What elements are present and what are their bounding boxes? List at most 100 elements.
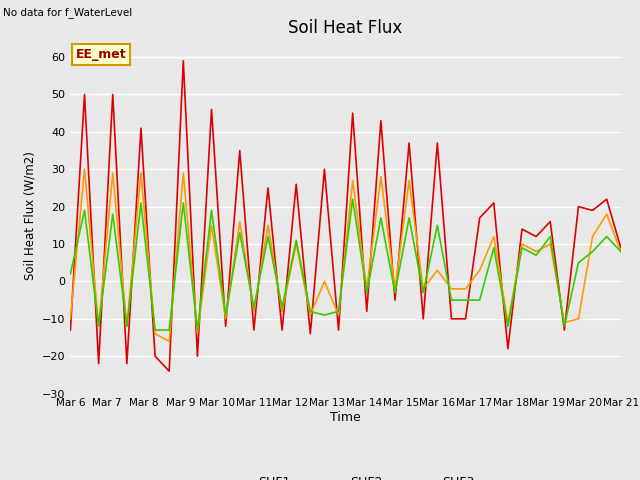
SHF1 xyxy=(377,118,385,123)
SHF3 xyxy=(547,234,554,240)
SHF3 xyxy=(307,309,314,314)
SHF2 xyxy=(335,312,342,318)
SHF3 xyxy=(179,200,187,206)
SHF1 xyxy=(603,196,611,202)
Legend: SHF1, SHF2, SHF3: SHF1, SHF2, SHF3 xyxy=(211,471,480,480)
SHF1 xyxy=(349,110,356,116)
SHF1 xyxy=(461,316,469,322)
SHF2 xyxy=(208,222,216,228)
SHF3 xyxy=(617,249,625,254)
SHF3 xyxy=(193,327,201,333)
SHF2 xyxy=(123,324,131,329)
SHF3 xyxy=(278,305,286,311)
SHF1 xyxy=(447,316,455,322)
SHF2 xyxy=(518,241,526,247)
Title: Soil Heat Flux: Soil Heat Flux xyxy=(289,19,403,37)
Line: SHF2: SHF2 xyxy=(70,169,621,341)
SHF1 xyxy=(193,353,201,359)
SHF2 xyxy=(504,320,512,325)
SHF3 xyxy=(504,324,512,329)
SHF1 xyxy=(222,324,230,329)
SHF1 xyxy=(307,331,314,336)
SHF1 xyxy=(504,346,512,352)
SHF1 xyxy=(532,234,540,240)
SHF2 xyxy=(67,316,74,322)
SHF3 xyxy=(236,230,244,236)
SHF3 xyxy=(165,327,173,333)
SHF2 xyxy=(222,316,230,322)
SHF2 xyxy=(575,316,582,322)
SHF3 xyxy=(476,297,483,303)
SHF2 xyxy=(109,170,116,176)
SHF1 xyxy=(165,368,173,374)
SHF1 xyxy=(589,207,596,213)
SHF1 xyxy=(391,297,399,303)
SHF1 xyxy=(208,107,216,112)
SHF1 xyxy=(67,327,74,333)
SHF1 xyxy=(123,361,131,367)
SHF2 xyxy=(165,338,173,344)
Y-axis label: Soil Heat Flux (W/m2): Soil Heat Flux (W/m2) xyxy=(24,152,36,280)
SHF3 xyxy=(603,234,611,240)
SHF1 xyxy=(433,140,441,146)
SHF1 xyxy=(95,361,102,367)
Line: SHF1: SHF1 xyxy=(70,61,621,371)
SHF3 xyxy=(292,238,300,243)
SHF2 xyxy=(363,286,371,292)
SHF1 xyxy=(561,327,568,333)
SHF3 xyxy=(419,290,427,296)
SHF3 xyxy=(349,196,356,202)
SHF1 xyxy=(137,125,145,131)
SHF2 xyxy=(461,286,469,292)
SHF2 xyxy=(307,312,314,318)
SHF3 xyxy=(518,245,526,251)
Text: No data for f_WaterLevel: No data for f_WaterLevel xyxy=(3,7,132,18)
SHF3 xyxy=(532,252,540,258)
SHF1 xyxy=(109,92,116,97)
SHF1 xyxy=(405,140,413,146)
SHF1 xyxy=(518,226,526,232)
SHF1 xyxy=(575,204,582,210)
SHF1 xyxy=(292,181,300,187)
SHF1 xyxy=(490,200,498,206)
SHF2 xyxy=(617,249,625,254)
SHF1 xyxy=(335,327,342,333)
SHF3 xyxy=(461,297,469,303)
SHF3 xyxy=(264,234,272,240)
X-axis label: Time: Time xyxy=(330,411,361,424)
SHF1 xyxy=(419,316,427,322)
SHF1 xyxy=(250,327,258,333)
SHF3 xyxy=(109,211,116,217)
SHF2 xyxy=(236,219,244,225)
SHF2 xyxy=(391,286,399,292)
SHF2 xyxy=(603,211,611,217)
SHF3 xyxy=(151,327,159,333)
SHF2 xyxy=(405,178,413,183)
SHF2 xyxy=(278,309,286,314)
SHF2 xyxy=(179,170,187,176)
SHF1 xyxy=(236,148,244,154)
SHF2 xyxy=(264,222,272,228)
SHF3 xyxy=(391,290,399,296)
SHF3 xyxy=(447,297,455,303)
SHF3 xyxy=(222,312,230,318)
SHF2 xyxy=(547,241,554,247)
SHF1 xyxy=(278,327,286,333)
SHF3 xyxy=(335,309,342,314)
SHF2 xyxy=(81,167,88,172)
Text: EE_met: EE_met xyxy=(76,48,127,61)
SHF1 xyxy=(179,58,187,64)
SHF1 xyxy=(476,215,483,221)
SHF2 xyxy=(433,267,441,273)
SHF1 xyxy=(264,185,272,191)
SHF2 xyxy=(561,320,568,325)
SHF2 xyxy=(95,324,102,329)
SHF3 xyxy=(321,312,328,318)
SHF2 xyxy=(447,286,455,292)
SHF2 xyxy=(137,170,145,176)
SHF3 xyxy=(137,200,145,206)
SHF3 xyxy=(589,249,596,254)
SHF3 xyxy=(123,324,131,329)
SHF1 xyxy=(151,353,159,359)
SHF2 xyxy=(490,234,498,240)
